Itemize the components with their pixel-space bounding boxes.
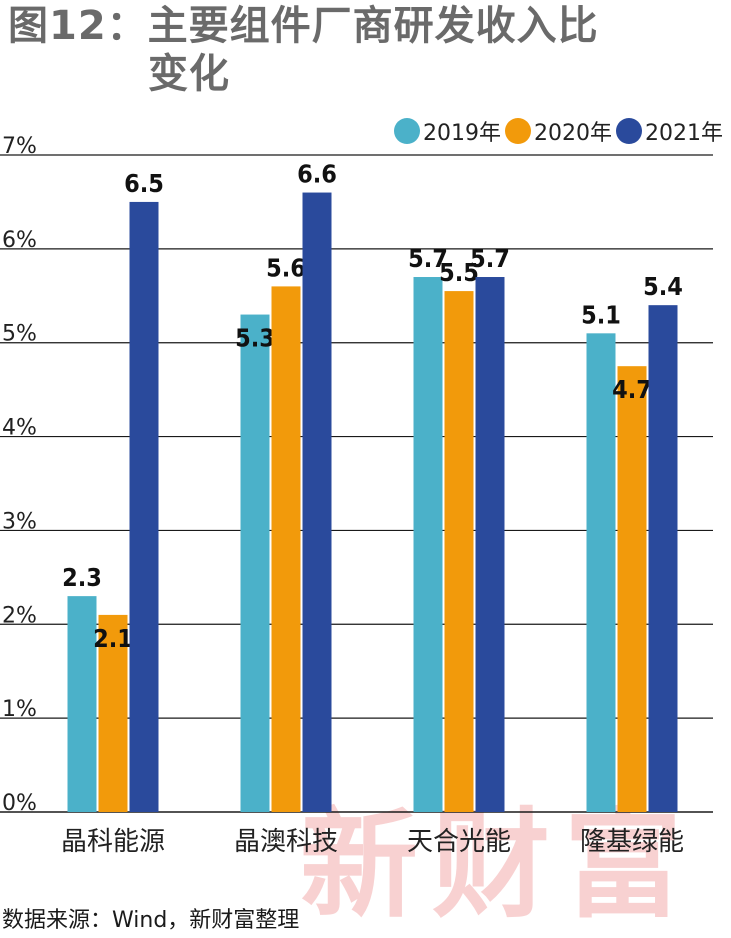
bar-2020年-天合光能 [444, 291, 474, 812]
bar-2021年-晶科能源 [129, 201, 159, 812]
legend-dot-2019 [394, 118, 420, 144]
bar-2019年-晶澳科技 [240, 314, 270, 812]
title-line-2: 变化 [148, 51, 230, 97]
x-category-label-1: 晶澳科技 [234, 827, 338, 857]
x-category-label-0: 晶科能源 [61, 827, 165, 857]
bar-2019年-晶科能源 [67, 596, 97, 812]
bar-2021年-天合光能 [475, 277, 505, 812]
x-category-label-3: 隆基绿能 [580, 827, 684, 857]
data-label-2019年-晶科能源: 2.3 [62, 563, 102, 592]
bar-2021年-隆基绿能 [648, 305, 678, 812]
legend-dot-2020 [505, 118, 531, 144]
data-label-2019年-晶澳科技: 5.3 [235, 324, 275, 353]
bar-2019年-天合光能 [413, 277, 443, 812]
y-tick-label-5: 5% [2, 322, 37, 347]
y-tick-label-0: 0% [2, 791, 37, 816]
data-label-2021年-晶澳科技: 6.6 [297, 160, 337, 189]
bar-2021年-晶澳科技 [302, 192, 332, 813]
y-tick-label-3: 3% [2, 509, 37, 534]
bar-2020年-晶澳科技 [271, 286, 301, 812]
data-label-2021年-晶科能源: 6.5 [124, 169, 164, 198]
legend-label-2020: 2020年 [534, 121, 612, 146]
data-label-2021年-天合光能: 5.7 [470, 244, 510, 273]
data-label-2020年-晶澳科技: 5.6 [266, 253, 306, 282]
x-category-label-2: 天合光能 [407, 827, 511, 857]
data-label-2020年-晶科能源: 2.1 [93, 624, 133, 653]
legend-dot-2021 [616, 118, 642, 144]
legend: 2019年 2020年 2021年 [390, 114, 723, 148]
y-tick-label-6: 6% [2, 228, 37, 253]
y-tick-label-2: 2% [2, 603, 37, 628]
chart-title: 图12：主要组件厂商研发收入比 变化 [8, 2, 728, 98]
y-tick-label-7: 7% [2, 134, 37, 159]
data-label-2019年-天合光能: 5.7 [408, 244, 448, 273]
watermark: 新财富 [300, 795, 697, 934]
bar-2020年-晶科能源 [98, 614, 128, 812]
data-label-2021年-隆基绿能: 5.4 [643, 272, 683, 301]
data-label-2020年-天合光能: 5.5 [439, 258, 479, 287]
bar-2020年-隆基绿能 [617, 366, 647, 812]
data-label-2020年-隆基绿能: 4.7 [612, 375, 652, 404]
legend-item-2021: 2021年 [616, 115, 723, 147]
title-line-1: 图12：主要组件厂商研发收入比 [8, 3, 599, 49]
legend-label-2019: 2019年 [423, 121, 501, 146]
data-label-2019年-隆基绿能: 5.1 [581, 300, 621, 329]
y-tick-label-4: 4% [2, 416, 37, 441]
legend-label-2021: 2021年 [645, 121, 723, 146]
legend-item-2020: 2020年 [505, 115, 612, 147]
source-note: 数据来源：Wind，新财富整理 [2, 908, 300, 933]
y-tick-label-1: 1% [2, 697, 37, 722]
bar-2019年-隆基绿能 [586, 333, 616, 812]
legend-item-2019: 2019年 [394, 115, 501, 147]
